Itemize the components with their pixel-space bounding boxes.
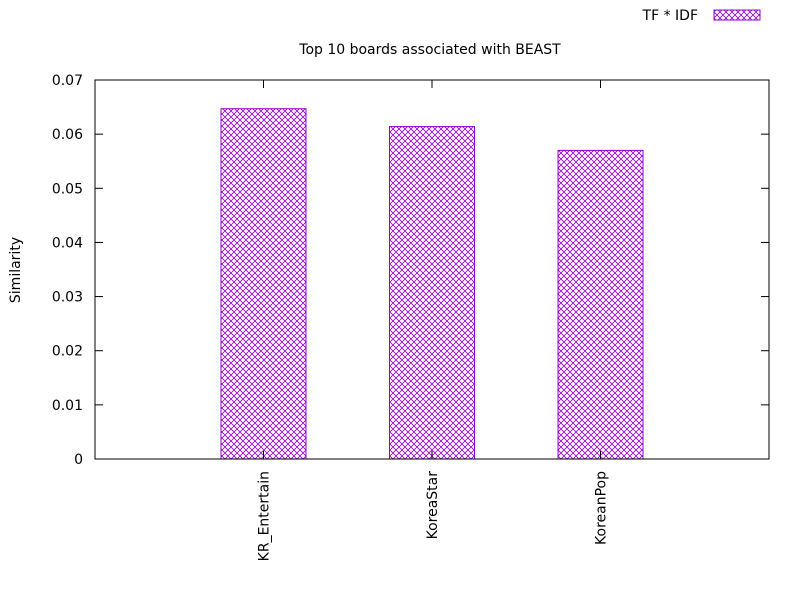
legend: TF * IDF <box>642 8 761 24</box>
x-ticks-group: KR_Entertain KoreaStar KoreanPop <box>257 80 610 561</box>
bars-group <box>220 108 644 460</box>
x-tick-label: KoreanPop <box>594 471 610 545</box>
x-tick-label: KoreaStar <box>425 471 441 540</box>
y-tick-label: 0 <box>74 452 83 468</box>
legend-swatch <box>713 9 761 21</box>
chart-title: Top 10 boards associated with BEAST <box>298 42 561 58</box>
y-axis-label: Similarity <box>8 237 24 303</box>
y-tick-label: 0.05 <box>52 181 83 197</box>
x-tick-label: KR_Entertain <box>257 471 273 561</box>
y-tick-label: 0.01 <box>52 398 83 414</box>
y-tick-label: 0.07 <box>52 73 83 89</box>
y-tick-label: 0.04 <box>52 235 83 251</box>
bar-koreanpop <box>557 149 644 460</box>
bar-kr-entertain <box>220 108 307 460</box>
y-tick-label: 0.03 <box>52 290 83 306</box>
plot-frame <box>94 79 770 460</box>
y-tick-label: 0.02 <box>52 344 83 360</box>
y-tick-label: 0.06 <box>52 127 83 143</box>
y-ticks-group: 0 0.01 0.02 0.03 0.04 0.05 0.06 0.07 <box>52 73 769 468</box>
bar-koreastar <box>389 126 475 460</box>
legend-label: TF * IDF <box>642 8 698 24</box>
